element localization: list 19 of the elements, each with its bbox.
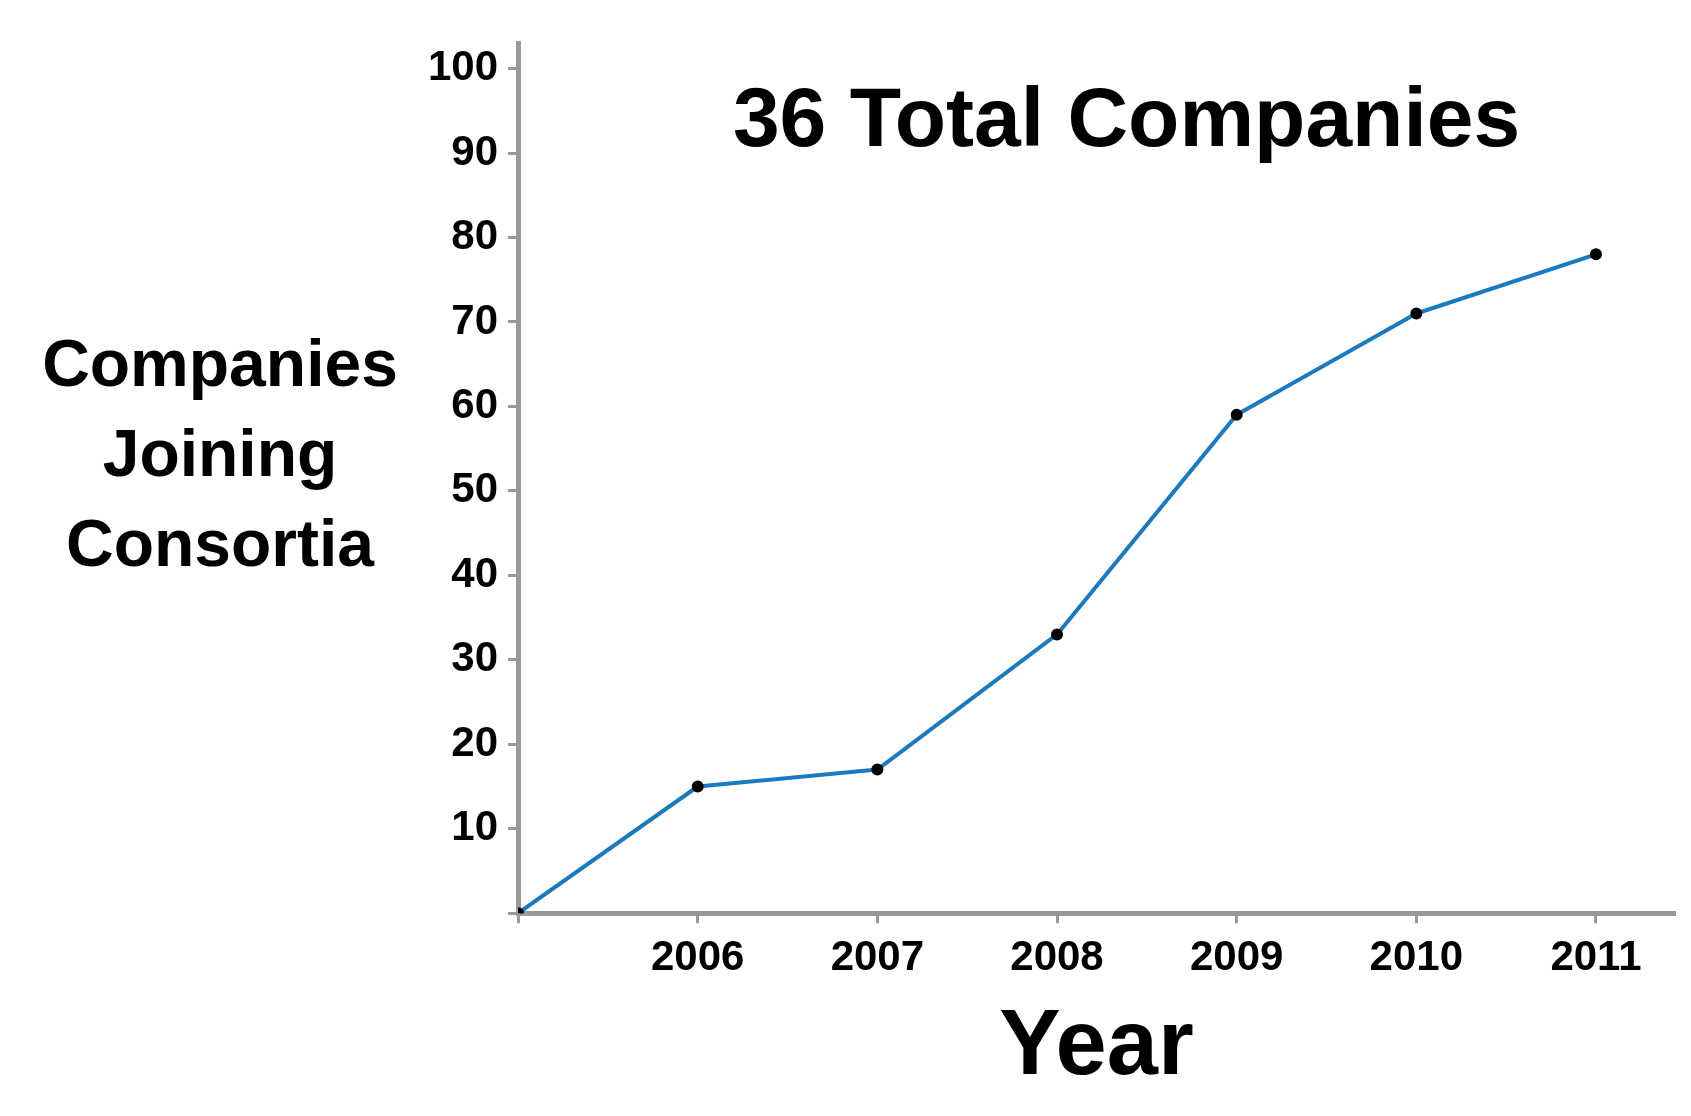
y-tick-label: 20	[451, 717, 499, 765]
y-tick-label: 10	[451, 802, 499, 850]
x-tick-label: 2011	[1550, 931, 1642, 979]
x-tick-label: 2009	[1189, 931, 1284, 979]
chart-title: 36 Total Companies	[732, 70, 1521, 165]
x-tick-label: 2007	[830, 931, 925, 979]
y-tick-label: 80	[451, 211, 499, 259]
y-tick-label: 90	[451, 126, 499, 174]
x-tick-label: 2010	[1369, 931, 1464, 979]
y-tick-label: 70	[451, 295, 499, 343]
x-tick-label: 2006	[651, 931, 745, 979]
y-tick-label: 100	[428, 42, 499, 90]
x-axis-title: Year	[999, 991, 1194, 1094]
y-tick-label: 40	[451, 548, 499, 596]
y-tick-label: 50	[451, 464, 499, 512]
x-tick-label: 2008	[1010, 931, 1104, 979]
y-tick-label: 60	[451, 379, 499, 427]
y-axis-title: Companies Joining Consortia	[42, 326, 398, 581]
y-tick-label: 30	[451, 633, 499, 681]
